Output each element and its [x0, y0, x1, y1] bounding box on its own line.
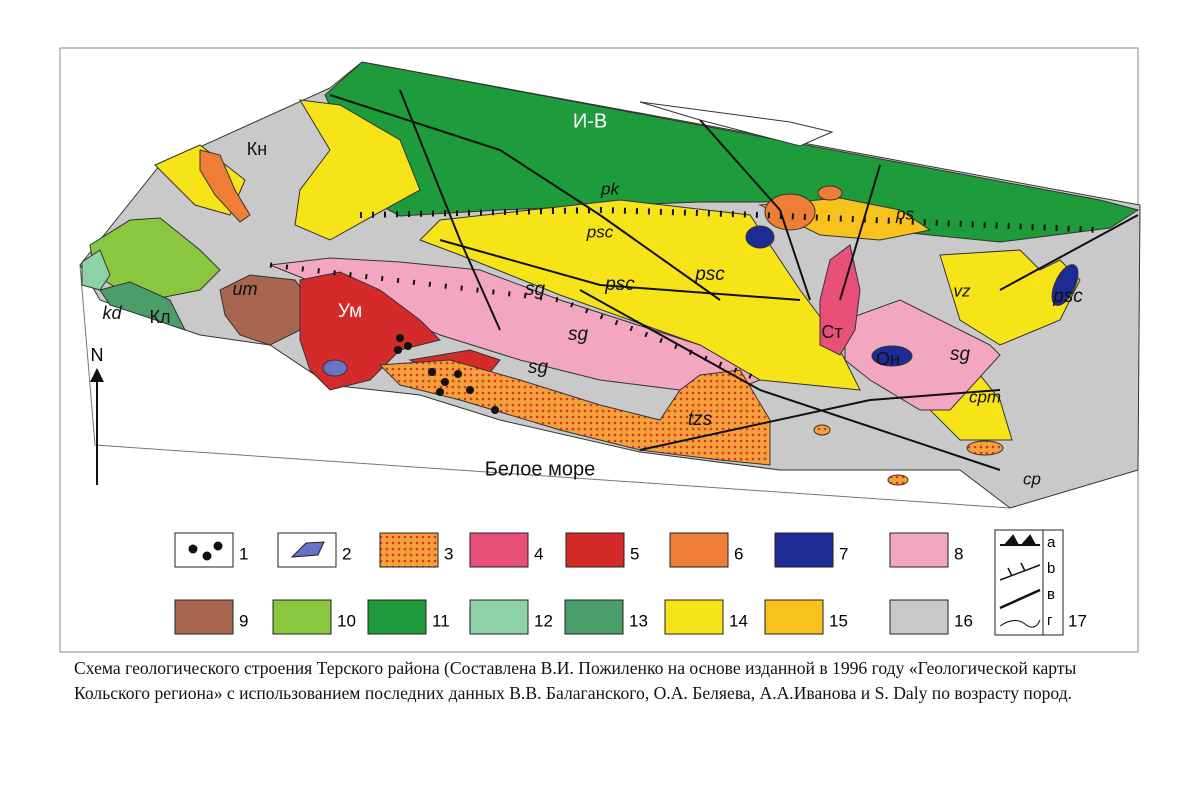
- legend-swatch: [174, 599, 234, 635]
- legend-swatch: [565, 532, 625, 568]
- map-label: kd: [102, 303, 122, 323]
- map-label: tzs: [688, 409, 713, 430]
- legend-number: 14: [729, 611, 748, 630]
- legend-dot: [188, 544, 198, 554]
- legend-number: 5: [630, 544, 639, 563]
- map-label: sg: [525, 279, 546, 300]
- map-label: pk: [600, 179, 620, 198]
- legend-number: 7: [839, 544, 848, 563]
- map-label: Ум: [338, 301, 362, 322]
- map-label: cpm: [969, 387, 1001, 406]
- boundary-symbol: [999, 619, 1041, 628]
- map-label: sg: [528, 357, 549, 378]
- legend-number: 11: [432, 611, 450, 630]
- ore-points: [394, 334, 499, 414]
- legend-lines-box: [994, 529, 1064, 636]
- legend-number: 2: [342, 544, 351, 563]
- legend-line-letter: в: [1047, 586, 1055, 603]
- legend-swatch: [764, 599, 824, 635]
- map-label: psc: [604, 274, 635, 295]
- legend-swatch: [174, 532, 234, 568]
- legend-line-letter: b: [1047, 560, 1055, 577]
- legend-blob: [290, 541, 325, 558]
- map-label: sg: [568, 324, 589, 345]
- legend-swatch: [564, 599, 624, 635]
- legend-number: 12: [534, 611, 553, 630]
- legend-swatch: [889, 599, 949, 635]
- legend-swatch: [889, 532, 949, 568]
- legend-number: 3: [444, 544, 453, 563]
- map-label: psc: [1052, 286, 1083, 307]
- map-label: Кл: [150, 307, 171, 327]
- legend-swatch: [367, 599, 427, 635]
- legend-number: 4: [534, 544, 543, 563]
- caption: Схема геологического строения Терского р…: [74, 658, 1077, 703]
- legend-number: 8: [954, 544, 963, 563]
- map-label: psc: [694, 264, 725, 285]
- map-label: Ст: [821, 322, 842, 342]
- map-label: psc: [586, 222, 614, 241]
- map-label: cp: [1023, 469, 1041, 488]
- map-label: sg: [950, 344, 971, 365]
- legend-line-letter: a: [1047, 534, 1056, 551]
- faults: [269, 89, 1139, 471]
- legend-swatch: [469, 599, 529, 635]
- legend-number: 9: [239, 611, 248, 630]
- legend-dot: [202, 551, 212, 561]
- legend-swatch: [272, 599, 332, 635]
- map-label: Кн: [247, 139, 267, 159]
- legend-swatch: [669, 532, 729, 568]
- map-label: vz: [954, 281, 972, 300]
- fault-symbol: [999, 588, 1041, 610]
- legend-swatch: [774, 532, 834, 568]
- map-label: Белое море: [485, 458, 595, 480]
- legend-number: 16: [954, 611, 973, 630]
- legend-number: 1: [239, 544, 248, 563]
- fault-tick-symbol: [999, 562, 1041, 581]
- map-label: И-В: [573, 110, 607, 132]
- legend-dot: [213, 541, 223, 551]
- map-label: um: [232, 279, 257, 299]
- legend-swatch: [469, 532, 529, 568]
- legend-number: 15: [829, 611, 848, 630]
- legend-number: 13: [629, 611, 648, 630]
- north-label: N: [91, 345, 104, 365]
- legend-swatch: [379, 532, 439, 568]
- map-label: ps: [895, 204, 914, 223]
- legend-number: 6: [734, 544, 743, 563]
- legend-swatch: [664, 599, 724, 635]
- north-arrow: [90, 368, 104, 485]
- legend-number: 17: [1068, 611, 1087, 630]
- thrust-symbol: [1000, 534, 1040, 546]
- map-label: Он: [876, 349, 900, 369]
- legend-number: 10: [337, 611, 356, 630]
- legend-line-letter: г: [1047, 612, 1053, 629]
